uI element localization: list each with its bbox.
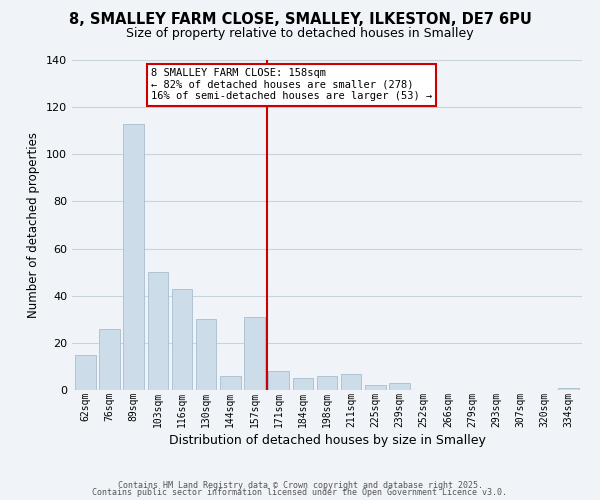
Bar [148,272,168,390]
Bar [341,374,361,390]
Text: Contains HM Land Registry data © Crown copyright and database right 2025.: Contains HM Land Registry data © Crown c… [118,480,482,490]
Bar [244,317,265,390]
Bar [172,288,192,390]
Bar [220,376,241,390]
Bar [293,378,313,390]
Bar [99,328,120,390]
Text: 8 SMALLEY FARM CLOSE: 158sqm
← 82% of detached houses are smaller (278)
16% of s: 8 SMALLEY FARM CLOSE: 158sqm ← 82% of de… [151,68,432,102]
Bar [559,388,579,390]
Bar [268,371,289,390]
X-axis label: Distribution of detached houses by size in Smalley: Distribution of detached houses by size … [169,434,485,446]
Bar [196,320,217,390]
Bar [75,354,95,390]
Text: Size of property relative to detached houses in Smalley: Size of property relative to detached ho… [126,28,474,40]
Text: 8, SMALLEY FARM CLOSE, SMALLEY, ILKESTON, DE7 6PU: 8, SMALLEY FARM CLOSE, SMALLEY, ILKESTON… [68,12,532,28]
Bar [365,386,386,390]
Bar [389,383,410,390]
Text: Contains public sector information licensed under the Open Government Licence v3: Contains public sector information licen… [92,488,508,497]
Y-axis label: Number of detached properties: Number of detached properties [28,132,40,318]
Bar [124,124,144,390]
Bar [317,376,337,390]
